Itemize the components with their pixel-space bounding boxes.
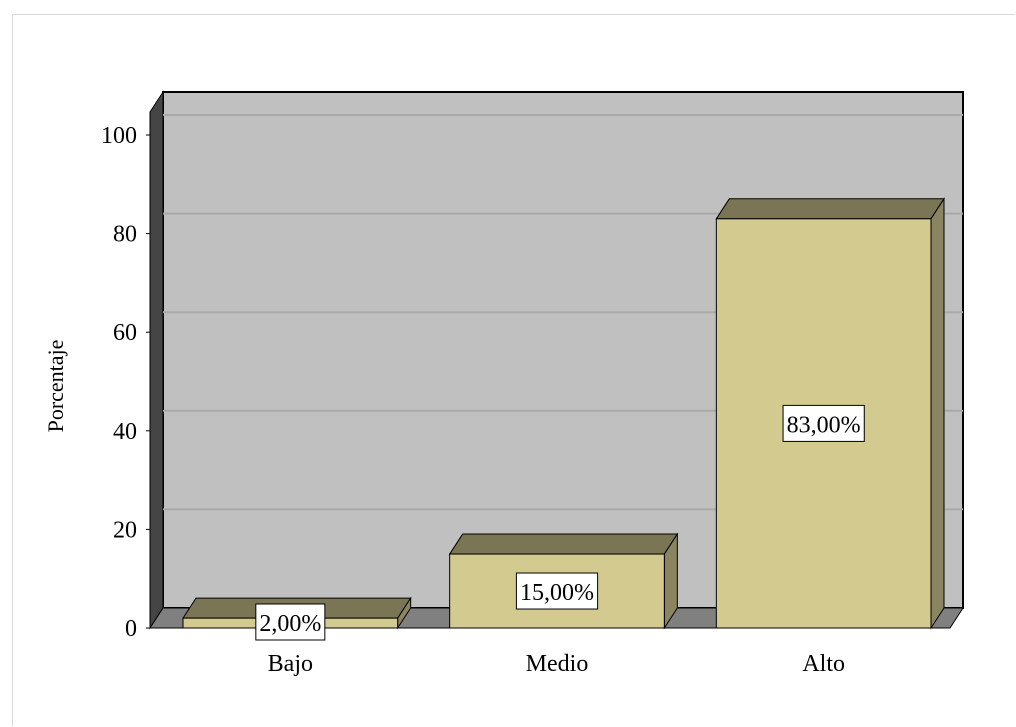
chart-frame [12,14,1015,726]
data-label: 2,00% [255,603,326,641]
y-tick-label: 0 [125,616,137,642]
data-label-text: 2,00% [259,611,321,637]
data-label-box [255,603,326,641]
data-label-text: 15,00% [520,580,594,606]
data-label-text: 83,00% [787,412,861,438]
bar-side [930,197,945,630]
y-axis-title: Porcentaje [43,340,68,433]
y-tick-label: 80 [113,222,137,248]
data-label-box [782,404,865,442]
x-tick-label: Bajo [268,651,313,677]
data-label: 83,00% [782,404,865,442]
y-tick-label: 20 [113,517,137,543]
x-axis-ticks: Bajo Medio Alto [268,651,845,677]
y-tick-label: 100 [101,123,137,149]
data-labels: 2,00% 15,00% 83,00% [255,404,865,641]
plot-left-wall [149,90,164,630]
x-tick-label: Medio [526,651,589,677]
data-label-box [515,572,599,610]
data-label: 15,00% [515,572,599,610]
y-axis-ticks: 0 20 40 60 80 100 [101,123,150,642]
y-tick-label: 40 [113,419,137,445]
bar-top [715,198,945,220]
x-tick-label: Alto [802,651,845,677]
y-tick-label: 60 [113,320,137,346]
bar-top [448,533,679,555]
